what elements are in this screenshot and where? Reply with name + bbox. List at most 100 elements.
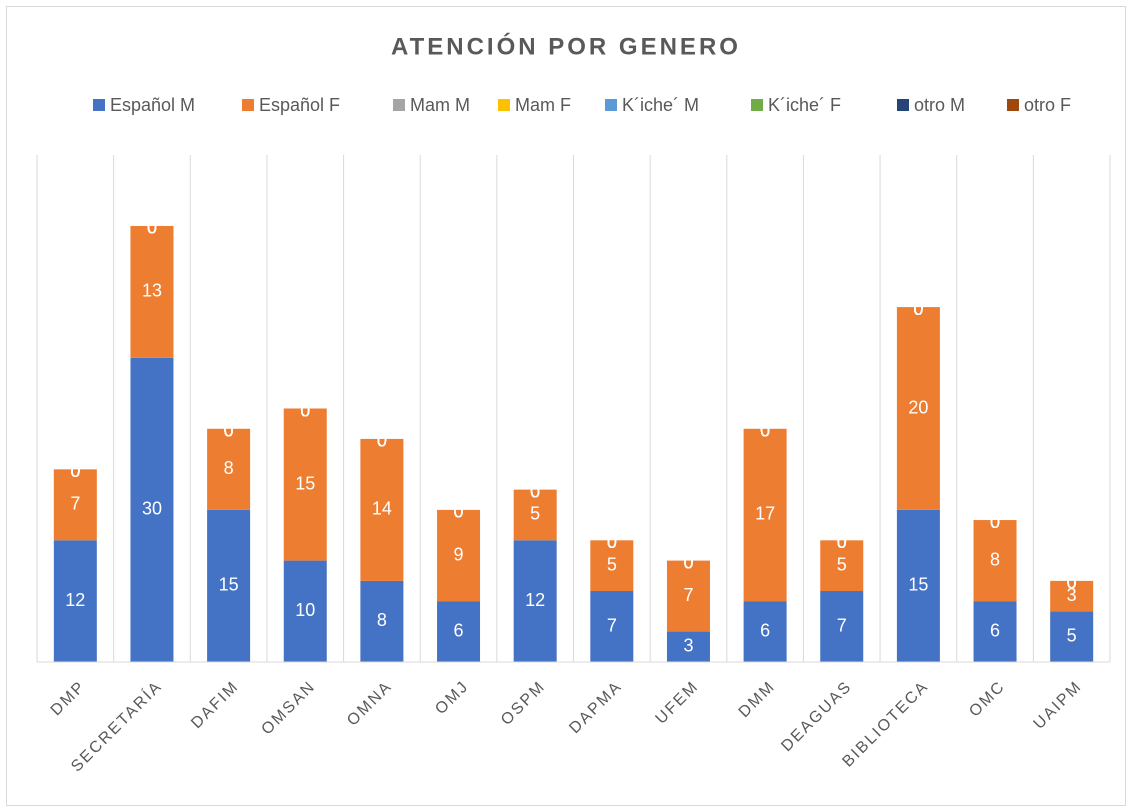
bar-segment [437, 601, 481, 662]
bar-segment [130, 225, 174, 358]
data-label: 0 [760, 421, 770, 441]
data-label: 8 [224, 458, 234, 478]
data-label: 3 [1067, 585, 1077, 605]
data-label: 0 [913, 299, 923, 319]
data-label: 0 [607, 532, 617, 552]
data-label: 0 [913, 299, 923, 319]
data-label: 0 [683, 552, 693, 572]
data-label: 0 [837, 532, 847, 552]
legend-swatch [393, 99, 405, 111]
data-label: 0 [70, 461, 80, 481]
bar-segment [820, 591, 864, 662]
data-label: 0 [70, 461, 80, 481]
bar-segment [513, 489, 557, 541]
data-label: 8 [377, 610, 387, 630]
bar-segment [283, 560, 327, 662]
legend-label: Español F [259, 95, 340, 115]
chart-title: ATENCIÓN POR GENERO [391, 32, 741, 60]
legend-swatch [1007, 99, 1019, 111]
data-label: 0 [300, 400, 310, 420]
data-label: 0 [1067, 573, 1077, 593]
data-label: 0 [1067, 573, 1077, 593]
data-label: 0 [147, 218, 157, 238]
data-label: 5 [530, 504, 540, 524]
bar-segment [666, 560, 710, 632]
data-label: 0 [837, 532, 847, 552]
data-label: 0 [683, 552, 693, 572]
data-label: 0 [913, 299, 923, 319]
data-label: 0 [530, 481, 540, 501]
data-label: 15 [219, 575, 239, 595]
data-label: 0 [300, 400, 310, 420]
data-label: 0 [1067, 573, 1077, 593]
legend-label: Mam M [410, 95, 470, 115]
data-label: 9 [454, 544, 464, 564]
data-label: 7 [70, 494, 80, 514]
data-label: 0 [70, 461, 80, 481]
data-label: 0 [530, 481, 540, 501]
data-label: 0 [607, 532, 617, 552]
data-label: 3 [683, 636, 693, 656]
data-label: 0 [607, 532, 617, 552]
bar-segment [973, 520, 1017, 602]
data-label: 15 [295, 473, 315, 493]
data-label: 5 [837, 554, 847, 574]
bar-segment [590, 540, 634, 592]
data-label: 6 [760, 620, 770, 640]
data-label: 0 [683, 552, 693, 572]
data-label: 12 [525, 590, 545, 610]
legend-swatch [498, 99, 510, 111]
bar-segment [590, 591, 634, 662]
bar-segment [743, 428, 787, 602]
data-label: 0 [1067, 573, 1077, 593]
legend-label: otro M [914, 95, 965, 115]
legend-swatch [897, 99, 909, 111]
bar-segment [283, 408, 327, 561]
bar-segment [743, 601, 787, 662]
data-label: 14 [372, 499, 392, 519]
data-label: 0 [454, 502, 464, 522]
data-label: 0 [224, 421, 234, 441]
bar-segment [360, 438, 404, 581]
data-label: 0 [990, 512, 1000, 532]
data-label: 0 [990, 512, 1000, 532]
data-label: 0 [300, 400, 310, 420]
data-label: 0 [300, 400, 310, 420]
data-label: 10 [295, 600, 315, 620]
data-label: 0 [147, 218, 157, 238]
legend-label: K´iche´ M [622, 95, 699, 115]
data-label: 0 [530, 481, 540, 501]
data-label: 0 [760, 421, 770, 441]
data-label: 0 [760, 421, 770, 441]
data-label: 0 [913, 299, 923, 319]
data-label: 6 [990, 620, 1000, 640]
data-label: 5 [607, 554, 617, 574]
data-label: 7 [607, 615, 617, 635]
data-label: 0 [377, 431, 387, 451]
data-label: 0 [683, 552, 693, 572]
bar-segment [896, 509, 940, 662]
data-label: 0 [837, 532, 847, 552]
legend-label: Mam F [515, 95, 571, 115]
data-label: 0 [837, 532, 847, 552]
data-label: 0 [70, 461, 80, 481]
data-label: 0 [300, 400, 310, 420]
bar-segment [1050, 611, 1094, 662]
bar-segment [973, 601, 1017, 662]
data-label: 0 [300, 400, 310, 420]
data-label: 0 [70, 461, 80, 481]
data-label: 0 [454, 502, 464, 522]
data-label: 0 [530, 481, 540, 501]
data-label: 0 [683, 552, 693, 572]
data-label: 0 [837, 532, 847, 552]
bar-segment [130, 357, 174, 662]
data-label: 0 [1067, 573, 1077, 593]
bar-segment [820, 540, 864, 592]
data-label: 0 [990, 512, 1000, 532]
data-label: 0 [70, 461, 80, 481]
data-label: 15 [908, 575, 928, 595]
data-label: 0 [530, 481, 540, 501]
data-label: 0 [377, 431, 387, 451]
legend-label: otro F [1024, 95, 1071, 115]
